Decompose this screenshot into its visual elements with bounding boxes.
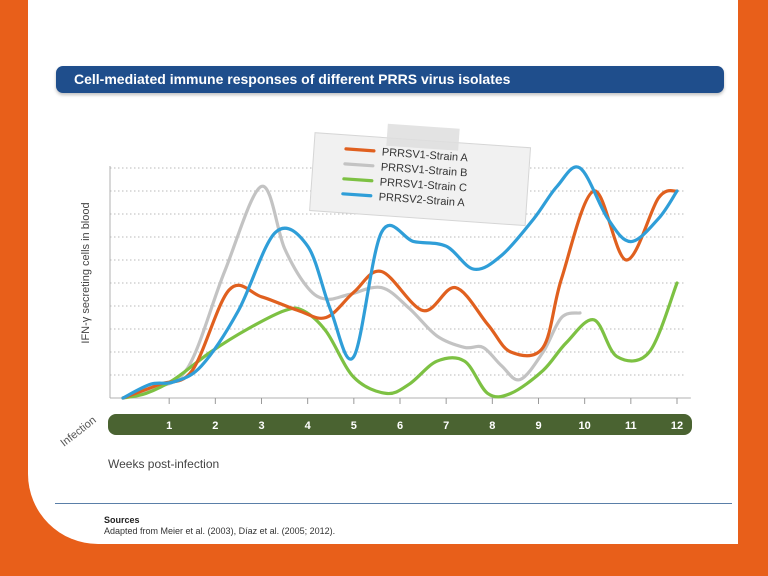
x-tick-label: 3 <box>258 420 264 432</box>
x-tick-label: 12 <box>671 420 683 432</box>
x-tick-label: 8 <box>489 420 495 432</box>
legend-key-prrsv1-strain-a <box>344 147 376 153</box>
x-tick-label: 5 <box>351 420 357 432</box>
divider <box>55 503 732 504</box>
x-tick-label: 7 <box>443 420 449 432</box>
legend-key-prrsv1-strain-c <box>342 177 374 183</box>
x-axis-bar <box>108 414 692 435</box>
x-tick-label: 9 <box>535 420 541 432</box>
x-axis-label: Weeks post-infection <box>108 457 220 471</box>
legend-key-prrsv2-strain-a <box>341 192 373 198</box>
series-line-prrsv2-strain-a <box>121 165 679 400</box>
series-line-prrsv1-strain-c <box>121 281 679 400</box>
x-tick-label: 1 <box>166 420 172 432</box>
legend-tape <box>386 123 460 151</box>
x-tick-label: 6 <box>397 420 403 432</box>
series-line-prrsv1-strain-a <box>121 188 679 400</box>
title-bar <box>56 66 724 93</box>
sources-heading: Sources <box>104 515 140 525</box>
series-line-prrsv1-strain-b <box>121 184 582 400</box>
chart-title: Cell-mediated immune responses of differ… <box>74 71 511 87</box>
x-tick-label: 2 <box>212 420 218 432</box>
x-start-label: Infection <box>58 414 98 449</box>
y-axis-label: IFN-γ secreting cells in blood <box>80 202 92 344</box>
x-tick-label: 11 <box>625 420 637 432</box>
sources-text: Adapted from Meier et al. (2003), Díaz e… <box>104 526 336 536</box>
x-tick-label: 4 <box>305 420 312 432</box>
x-tick-label: 10 <box>579 420 591 432</box>
legend-key-prrsv1-strain-b <box>343 162 375 168</box>
